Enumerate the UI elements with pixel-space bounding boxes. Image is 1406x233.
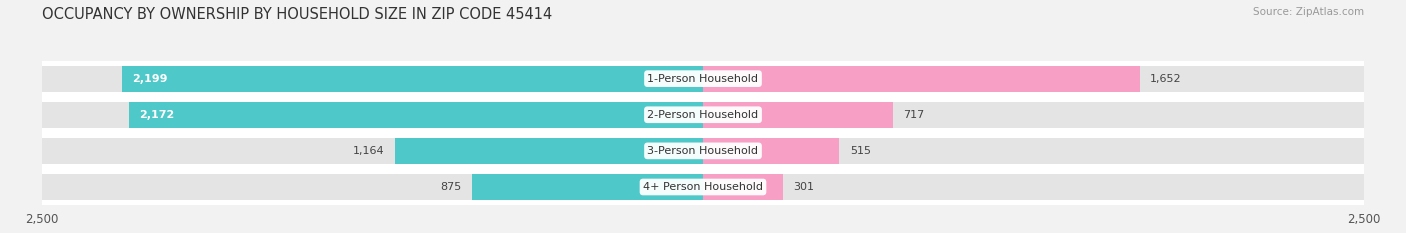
Text: 1-Person Household: 1-Person Household: [648, 74, 758, 84]
Bar: [395, 138, 703, 164]
Bar: [703, 138, 839, 164]
Text: 875: 875: [440, 182, 461, 192]
Bar: [42, 138, 1364, 164]
Bar: [42, 133, 1364, 169]
Text: 2,199: 2,199: [132, 74, 167, 84]
Bar: [42, 97, 1364, 133]
Text: 301: 301: [793, 182, 814, 192]
Bar: [42, 102, 1364, 128]
Bar: [42, 61, 1364, 97]
Text: 1,164: 1,164: [353, 146, 385, 156]
Bar: [42, 66, 1364, 92]
Text: Source: ZipAtlas.com: Source: ZipAtlas.com: [1253, 7, 1364, 17]
Bar: [42, 174, 1364, 200]
Text: 515: 515: [849, 146, 870, 156]
Text: OCCUPANCY BY OWNERSHIP BY HOUSEHOLD SIZE IN ZIP CODE 45414: OCCUPANCY BY OWNERSHIP BY HOUSEHOLD SIZE…: [42, 7, 553, 22]
Bar: [42, 169, 1364, 205]
Text: 2,172: 2,172: [139, 110, 174, 120]
Bar: [129, 102, 703, 128]
Bar: [703, 66, 1140, 92]
Text: 1,652: 1,652: [1150, 74, 1182, 84]
Bar: [703, 102, 893, 128]
Text: 4+ Person Household: 4+ Person Household: [643, 182, 763, 192]
Text: 717: 717: [903, 110, 924, 120]
Bar: [703, 174, 783, 200]
Bar: [471, 174, 703, 200]
Text: 2-Person Household: 2-Person Household: [647, 110, 759, 120]
Bar: [122, 66, 703, 92]
Text: 3-Person Household: 3-Person Household: [648, 146, 758, 156]
